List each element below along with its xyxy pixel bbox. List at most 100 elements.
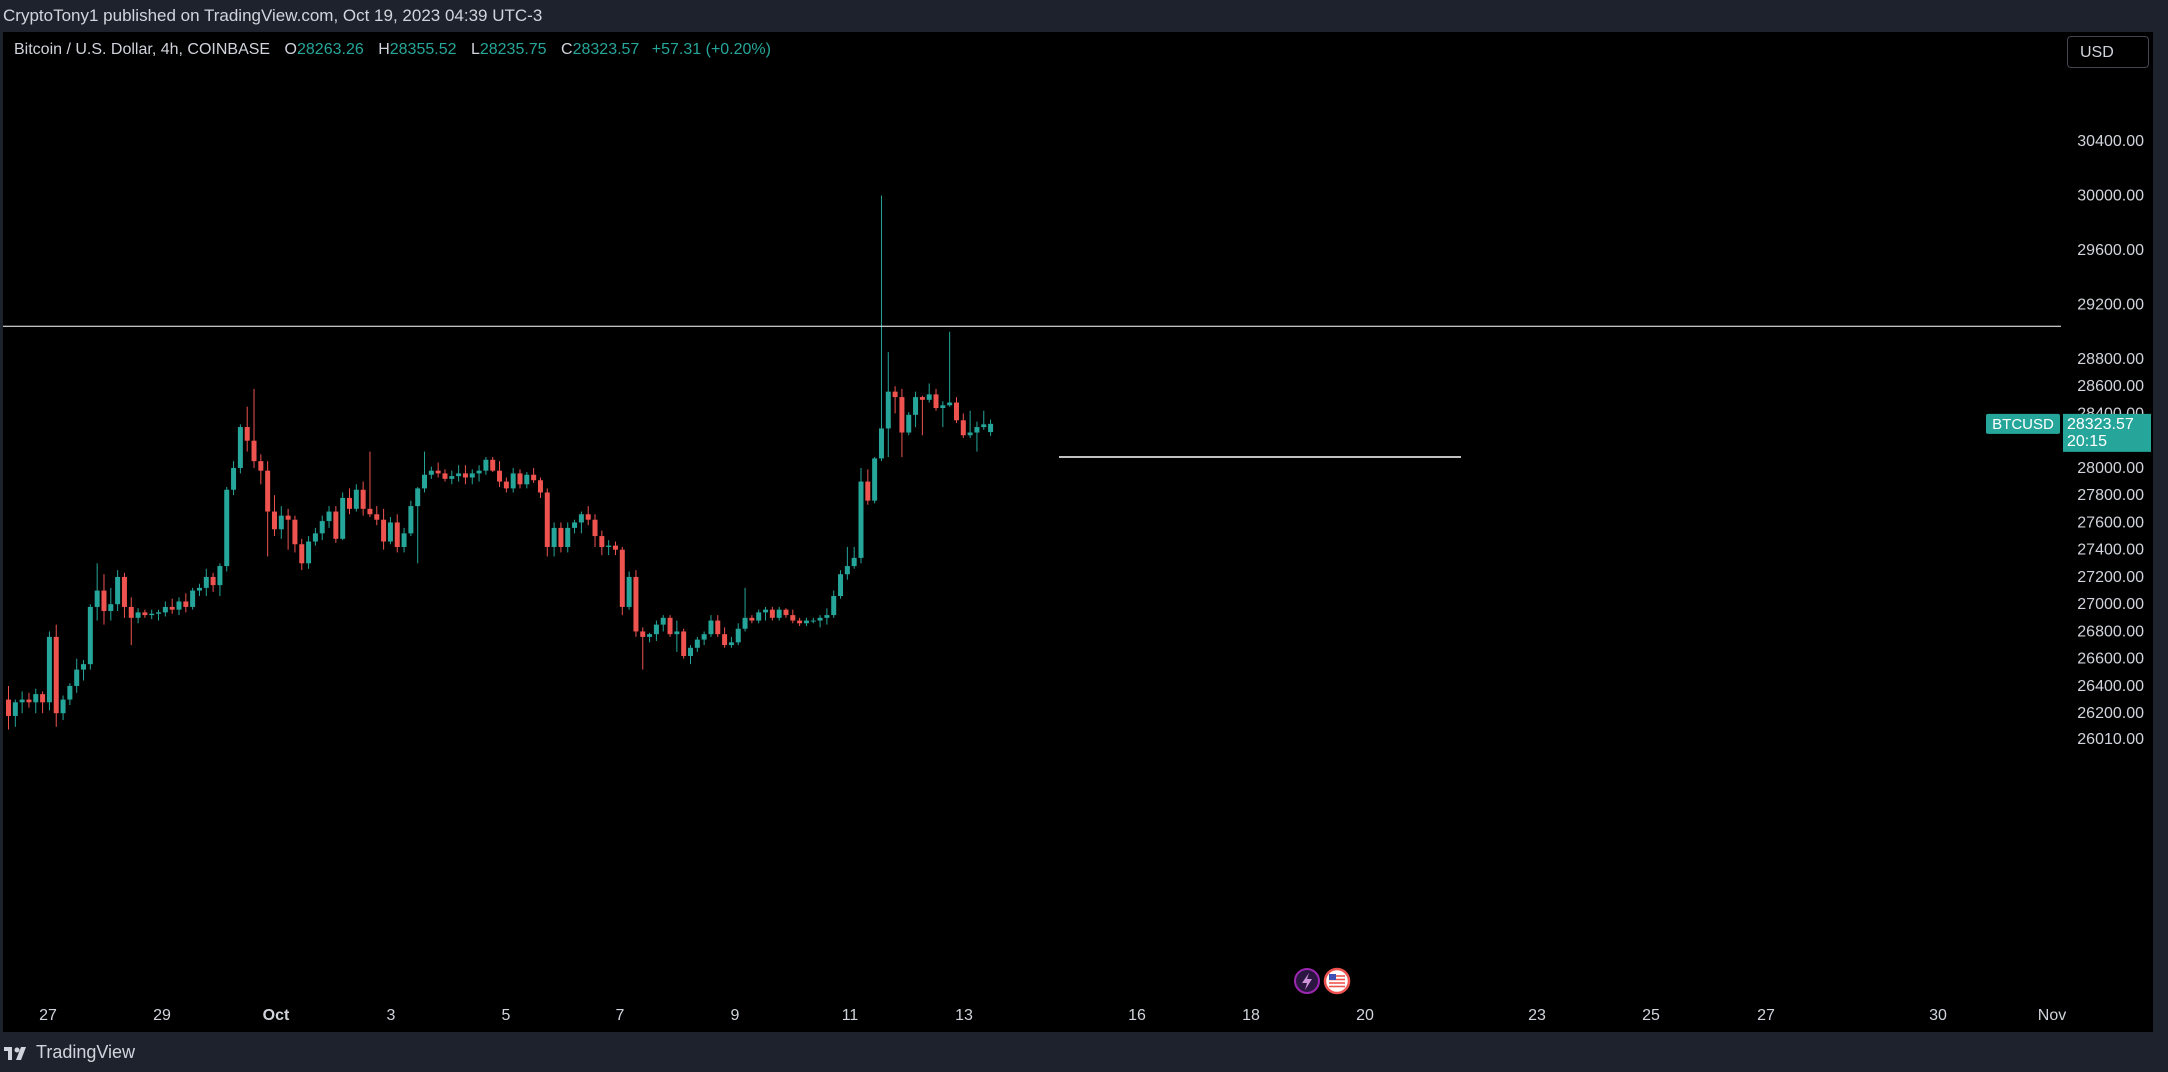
candle-body [763,609,769,613]
candle-body [988,423,994,433]
candle-body [715,620,721,635]
candle-body [974,427,980,433]
candle-body [347,497,352,509]
candle-body [803,620,809,624]
candle-body [865,481,871,501]
candle-body [156,612,162,614]
y-axis-tick-label: 26800.00 [2077,623,2144,640]
candle-body [885,391,891,429]
y-axis-tick-label: 30000.00 [2077,187,2144,204]
publisher-text: CryptoTony1 published on TradingView.com… [3,6,543,25]
candle-body [456,473,462,477]
candle-body [415,488,421,507]
symbol-description[interactable]: Bitcoin / U.S. Dollar, 4h, COINBASE [14,41,271,58]
open-value: 28263.26 [297,41,364,58]
candle-body [701,634,707,640]
candle-body [210,576,216,586]
y-axis-tick-label: 28800.00 [2077,351,2144,368]
low-label: L [470,41,480,58]
x-axis-tick-label: 13 [955,1007,973,1024]
tradingview-logo[interactable]: TradingView [4,1042,135,1063]
candle-body [258,461,264,471]
x-axis-tick-label: 30 [1929,1007,1947,1024]
candle-body [190,590,196,607]
close-label: C [561,41,573,58]
candle-body [6,699,11,716]
currency-button[interactable]: USD [2067,36,2149,68]
candle-body [67,685,73,700]
y-axis-tick-label: 29600.00 [2077,242,2144,259]
candle-body [401,533,407,547]
candle-body [162,606,168,613]
y-axis-tick-label: 27200.00 [2077,569,2144,586]
candle-body [981,424,987,428]
candle-body [681,631,687,656]
y-axis-tick-label: 26600.00 [2077,651,2144,668]
candle-body [558,527,564,547]
chart-canvas[interactable]: 30400.00 30000.00 29600.00 29200.00 28800.00… [3,32,2153,1032]
candle-body [312,533,318,542]
candle-body [769,609,775,618]
candle-body [333,511,339,539]
candle-body [271,511,277,530]
y-axis-tick-label: 29200.00 [2077,296,2144,313]
candle-body [728,642,734,646]
candle-body [19,699,25,703]
candle-body [585,514,591,520]
y-axis-tick-label: 27800.00 [2077,487,2144,504]
candle-body [469,473,475,478]
candle-body [817,617,823,621]
candle-body [694,639,700,648]
candle-body [244,427,250,441]
candle-body [531,474,537,481]
candle-body [960,420,966,436]
candle-body [285,515,291,520]
price-tag-box [2063,413,2151,452]
y-axis-tick-label: 28600.00 [2077,378,2144,395]
x-axis-tick-label: 23 [1528,1007,1546,1024]
candle-body [824,615,830,618]
candle-body [74,669,80,686]
candle-body [87,606,93,665]
candle-body [626,576,632,607]
candle-body [319,521,325,534]
candle-body [476,470,482,474]
candle-body [967,432,973,436]
x-axis-tick-label: 3 [387,1007,396,1024]
candle-body [12,702,18,716]
candle-body [340,497,346,539]
candle-body [101,590,107,612]
candle-body [60,699,66,714]
candle-body [810,620,816,622]
x-axis-tick-label: 18 [1242,1007,1260,1024]
candle-body [374,514,380,520]
candle-body [606,545,612,547]
open-label: O [284,41,297,58]
candle-body [851,557,857,567]
candle-body [544,492,550,547]
candle-body [306,541,312,564]
candle-body [947,402,953,406]
us-flag-event-icon[interactable] [1323,967,1351,995]
candle-body [913,397,919,415]
price-tag-price: 28323.57 [2067,416,2134,433]
candle-body [906,414,912,433]
candle-body [26,699,32,703]
candle-body [149,613,155,616]
candle-body [674,631,680,635]
candle-body [749,617,755,621]
x-axis-tick-label: 7 [616,1007,625,1024]
candle-body [449,476,455,479]
candle-body [196,587,202,591]
lightning-bolt-icon [1302,973,1312,990]
candle-body [688,647,693,656]
y-axis-tick-label: 30400.00 [2077,133,2144,150]
candle-body [537,480,543,493]
candle-body [510,473,516,489]
tradingview-logo-icon [4,1046,26,1060]
price-chart[interactable]: 30400.00 30000.00 29600.00 29200.00 28800.00… [3,32,2153,1032]
candle-body [503,481,509,489]
candle-body [231,467,237,490]
candle-body [653,624,659,635]
candle-body [115,576,121,605]
